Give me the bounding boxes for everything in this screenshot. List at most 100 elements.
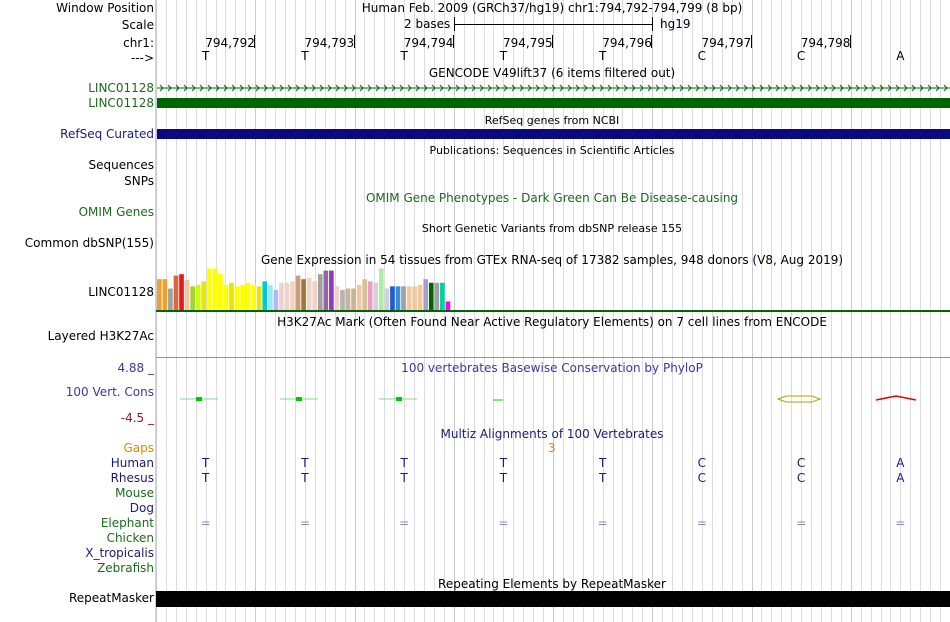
gtex-tissue-bar[interactable] [356, 284, 362, 310]
gtex-tissue-bar[interactable] [212, 268, 218, 310]
gtex-tissue-bar[interactable] [373, 282, 379, 310]
repeatmasker-label[interactable]: RepeatMasker [68, 591, 154, 605]
gtex-tissue-bar[interactable] [423, 279, 429, 310]
strand-arrow [655, 84, 660, 92]
strand-arrow [375, 84, 380, 92]
gencode-intron-line[interactable] [157, 82, 950, 94]
gtex-tissue-bar[interactable] [251, 284, 256, 310]
gtex-tissue-bar[interactable] [195, 284, 201, 310]
phylop-track-title[interactable]: 100 vertebrates Basewise Conservation by… [401, 361, 703, 375]
h3k27ac-label[interactable]: Layered H3K27Ac [47, 329, 154, 343]
gtex-tissue-bar[interactable] [240, 284, 245, 310]
strand-arrow [855, 84, 860, 92]
species-label[interactable]: Rhesus [110, 471, 154, 485]
species-label[interactable]: Mouse [115, 486, 154, 500]
gtex-tissue-bar[interactable] [445, 301, 451, 310]
gtex-tissue-bar[interactable] [206, 268, 212, 310]
gtex-tissue-bar[interactable] [284, 282, 290, 310]
gtex-track-title[interactable]: Gene Expression in 54 tissues from GTEx … [260, 253, 844, 267]
gtex-tissue-bar[interactable] [395, 286, 401, 310]
omim-label[interactable]: OMIM Genes [78, 205, 154, 219]
gencode-label-2[interactable]: LINC01128 [88, 96, 154, 110]
gtex-tissue-bar[interactable] [173, 275, 179, 310]
gtex-tissue-bar[interactable] [218, 274, 223, 310]
gtex-tissue-bar[interactable] [201, 281, 207, 310]
gtex-tissue-bar[interactable] [367, 281, 373, 310]
gtex-tissue-bar[interactable] [245, 282, 251, 310]
gtex-tissue-bar[interactable] [290, 281, 295, 310]
gtex-tissue-bar[interactable] [179, 274, 184, 310]
species-label[interactable]: Human [110, 456, 154, 470]
publications-label[interactable]: Sequences [88, 158, 154, 172]
reference-base: T [400, 49, 408, 63]
publications-track-title[interactable]: Publications: Sequences in Scientific Ar… [429, 144, 675, 157]
gtex-tissue-bar[interactable] [162, 279, 168, 310]
repeatmasker-track-title[interactable]: Repeating Elements by RepeatMasker [438, 577, 666, 591]
gtex-tissue-bar[interactable] [417, 284, 423, 310]
gtex-tissue-bar[interactable] [184, 279, 190, 310]
strand-arrow [351, 84, 356, 92]
gtex-tissue-bar[interactable] [390, 286, 395, 310]
gtex-tissue-bar[interactable] [406, 286, 412, 310]
gtex-bar-chart[interactable] [156, 267, 950, 312]
gtex-tissue-bar[interactable] [428, 282, 434, 310]
gtex-tissue-bar[interactable] [434, 282, 440, 310]
gtex-tissue-bar[interactable] [157, 279, 162, 310]
gtex-tissue-bar[interactable] [268, 284, 273, 310]
multiz-track-title[interactable]: Multiz Alignments of 100 Vertebrates [440, 427, 664, 441]
omim-track-title[interactable]: OMIM Gene Phenotypes - Dark Green Can Be… [365, 191, 739, 205]
species-label[interactable]: Dog [129, 501, 154, 515]
gtex-tissue-bar[interactable] [384, 288, 390, 311]
gtex-tissue-bar[interactable] [362, 279, 367, 310]
gtex-tissue-bar[interactable] [295, 275, 301, 310]
strand-arrow [519, 84, 524, 92]
dbsnp-label[interactable]: Common dbSNP(155) [24, 236, 154, 250]
gtex-tissue-bar[interactable] [306, 277, 312, 310]
species-label[interactable]: X_tropicalis [85, 546, 154, 560]
gtex-tissue-bar[interactable] [440, 282, 445, 310]
gtex-label[interactable]: LINC01128 [88, 285, 154, 299]
gencode-label-1[interactable]: LINC01128 [88, 81, 154, 95]
gtex-tissue-bar[interactable] [301, 279, 306, 310]
strand-arrow [639, 84, 644, 92]
gtex-tissue-bar[interactable] [345, 288, 351, 311]
ruler-position-label: 794,796 [602, 36, 652, 50]
gtex-tissue-bar[interactable] [312, 281, 318, 310]
gtex-tissue-bar[interactable] [262, 281, 268, 310]
gtex-tissue-bar[interactable] [329, 270, 334, 310]
gtex-tissue-bar[interactable] [256, 286, 262, 310]
refseq-exon-bar[interactable] [157, 129, 950, 139]
gtex-tissue-bar[interactable] [234, 286, 240, 310]
snps-label[interactable]: SNPs [124, 174, 154, 188]
refseq-track-title[interactable]: RefSeq genes from NCBI [484, 114, 620, 127]
gencode-exon-bar[interactable] [157, 98, 950, 108]
strand-arrow [567, 84, 572, 92]
gtex-tissue-bar[interactable] [379, 268, 384, 310]
gtex-tissue-bar[interactable] [223, 284, 229, 310]
gtex-tissue-bar[interactable] [279, 282, 284, 310]
gaps-label[interactable]: Gaps [123, 441, 154, 455]
gtex-tissue-bar[interactable] [323, 270, 329, 310]
alignment-base: C [796, 456, 806, 470]
scale-bar-right-tick [652, 17, 653, 31]
gencode-track-title[interactable]: GENCODE V49lift37 (6 items filtered out) [428, 66, 676, 80]
gtex-tissue-bar[interactable] [229, 282, 234, 310]
gtex-tissue-bar[interactable] [340, 289, 345, 310]
gtex-tissue-bar[interactable] [273, 289, 279, 310]
repeatmasker-bar[interactable] [156, 591, 950, 607]
gtex-tissue-bar[interactable] [351, 288, 356, 311]
species-label[interactable]: Elephant [100, 516, 154, 530]
gtex-tissue-bar[interactable] [317, 274, 323, 310]
gtex-tissue-bar[interactable] [168, 288, 173, 311]
gtex-tissue-bar[interactable] [401, 286, 406, 310]
gtex-tissue-bar[interactable] [190, 286, 195, 310]
phylop-label[interactable]: 100 Vert. Cons [65, 385, 154, 399]
gtex-tissue-bar[interactable] [334, 286, 340, 310]
h3k27ac-track-title[interactable]: H3K27Ac Mark (Often Found Near Active Re… [277, 315, 827, 329]
phylop-graph[interactable] [156, 388, 950, 410]
gtex-tissue-bar[interactable] [412, 286, 417, 310]
species-label[interactable]: Zebrafish [97, 561, 154, 575]
refseq-label[interactable]: RefSeq Curated [60, 127, 154, 141]
species-label[interactable]: Chicken [106, 531, 154, 545]
dbsnp-track-title[interactable]: Short Genetic Variants from dbSNP releas… [421, 222, 683, 235]
